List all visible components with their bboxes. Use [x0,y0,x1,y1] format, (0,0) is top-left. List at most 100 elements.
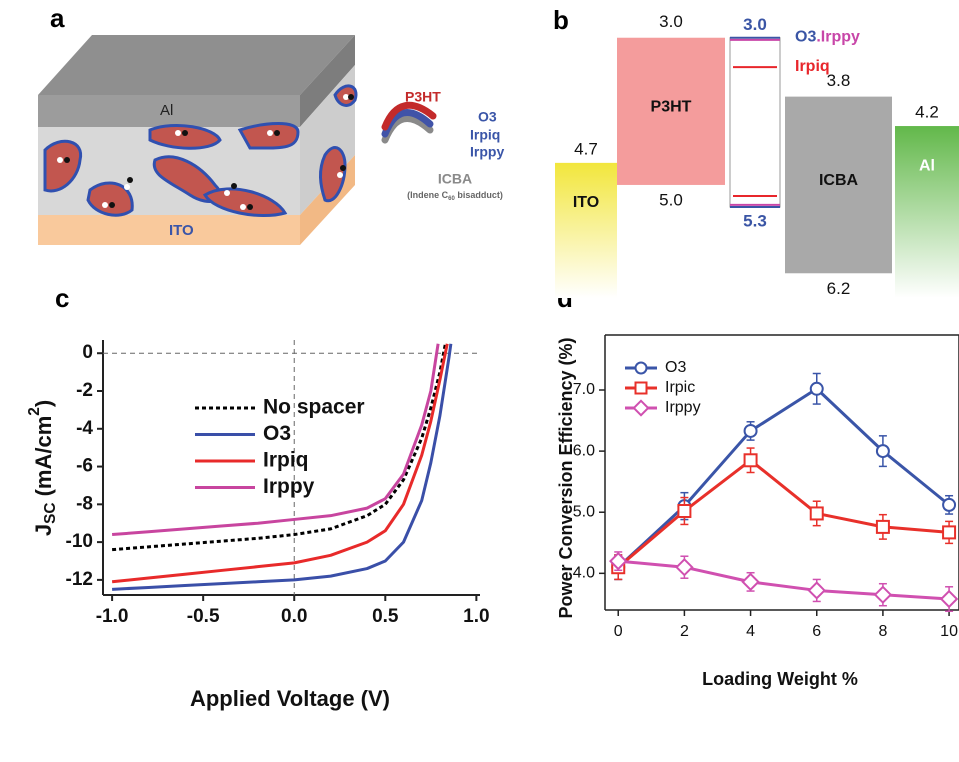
panel-label: c [55,283,69,313]
material-label: Irpiq [470,127,500,143]
y-label-part: Power Conversion Efficiency (%) [556,337,576,618]
y-tick-label: -6 [76,456,93,477]
emitter-box [729,37,781,208]
energy-label: 4.2 [915,103,939,122]
material-label: ICBA [819,172,859,189]
material-label: O3 [478,109,497,125]
blob [86,181,134,217]
y-tick-label: 7.0 [573,381,595,398]
ito-front [38,215,300,245]
marker [942,497,957,512]
marker [743,423,758,438]
hole [240,204,246,210]
y-tick-label: 0 [82,342,93,363]
al-side [300,35,355,127]
hole [267,130,273,136]
panel-label: b [553,5,569,35]
material-label: O3 [795,29,816,46]
legend-label: Irpiq [263,449,309,472]
series-line [111,343,447,552]
hole [102,202,108,208]
marker [875,444,890,459]
note-part: bisadduct) [455,190,503,200]
series-line [617,387,951,569]
y-label-part: (mA/cm [31,416,56,503]
x-tick-label: 6 [812,623,821,640]
material-label: ICBA [438,171,472,187]
material-strands [381,101,437,144]
energy-label: 5.0 [659,190,683,209]
y-tick-label: -10 [66,531,93,552]
x-axis-label: Applied Voltage (V) [190,686,390,711]
layer-label: Al [160,102,173,119]
marker [942,525,957,540]
electron [348,94,354,100]
x-axis-label: Loading Weight % [702,669,858,689]
x-tick-label: 8 [878,623,887,640]
y-axis-label: JSC (mA/cm2) [26,400,59,536]
hole [337,172,343,178]
al-top [38,35,355,95]
marker [875,519,890,534]
x-tick-label: 1.0 [463,606,489,627]
marker [743,453,758,468]
material-label: P3HT [651,99,692,116]
material-label: P3HT [405,89,441,105]
energy-label: 6.2 [827,279,851,298]
hole [343,94,349,100]
material-label: Irpiq [795,58,830,75]
series-line [111,343,449,584]
series-line [618,559,950,601]
marker [809,506,824,521]
y-label-part: ) [31,400,56,407]
x-tick-label: 0 [614,623,623,640]
hole [57,157,63,163]
energy-label: 5.3 [743,212,767,231]
marker [609,551,628,571]
y-tick-label: -12 [66,569,93,590]
electron [182,130,188,136]
y-tick-label: -4 [76,418,93,439]
device-diagram: Al ITO P3HT O3 Irpiq Irppy ICBA (Indene … [38,35,504,245]
blob [148,123,222,150]
al-front [38,95,300,127]
marker [632,399,650,417]
carriers [57,94,354,210]
y-tick-label: -2 [76,380,93,401]
marker [939,589,959,609]
energy-label: 3.0 [743,15,767,34]
marker [675,558,694,577]
y-label-part: SC [42,503,59,524]
hole [175,130,181,136]
y-tick-label: -8 [76,493,93,514]
marker [677,504,692,518]
y-label-part: J [31,524,56,536]
electrode [895,126,959,298]
y-tick-label: 6.0 [573,442,595,459]
panel-label: a [50,3,65,33]
energy-label: 3.0 [659,12,683,31]
x-tick-label: 10 [940,623,958,640]
marker [873,585,893,604]
x-tick-label: -0.5 [187,606,220,627]
energy-box [617,37,725,185]
electron [274,130,280,136]
energy-label: 4.7 [574,139,598,158]
legend-label: O3 [665,359,686,376]
marker [741,572,760,592]
series-line [617,458,950,569]
y-axis-label: Power Conversion Efficiency (%) [556,337,576,618]
electron [231,183,237,189]
x-tick-label: 0.0 [281,606,307,627]
legend-label: Irppy [263,475,315,498]
x-tick-label: 4 [746,623,755,640]
legend-label: Irppy [665,399,701,416]
material-label: Irppy [470,144,504,160]
material-label: .Irppy [816,29,860,46]
electrode [555,162,617,298]
note-part: (Indene C [407,190,449,200]
energy-label: 3.8 [827,71,851,90]
legend-label: Irpic [665,379,695,396]
legend-label: O3 [263,422,291,445]
